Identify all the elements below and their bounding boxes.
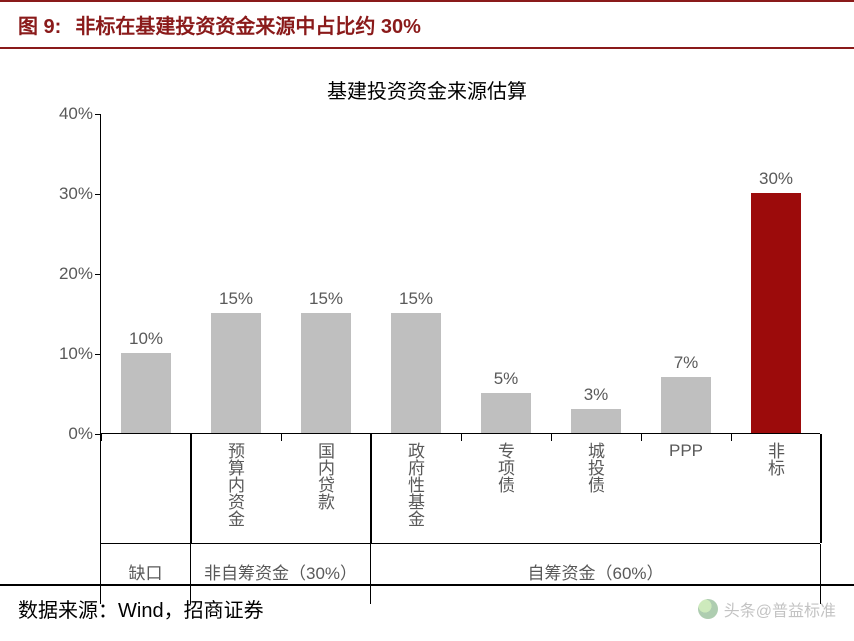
bar: 15% <box>211 313 261 433</box>
watermark-logo-icon <box>698 599 718 619</box>
bar: 15% <box>301 313 351 433</box>
bar-value-label: 15% <box>211 289 261 309</box>
x-category-label: 预算内资金 <box>226 442 243 527</box>
watermark: 头条@普益标准 <box>698 597 836 621</box>
group-separator <box>370 434 371 543</box>
chart: 0%10%20%30%40%10%15%15%15%5%3%7%30% 预算内资… <box>32 114 822 604</box>
y-tick-label: 40% <box>41 104 93 124</box>
x-category-label: 城投债 <box>586 442 603 493</box>
y-tick-label: 20% <box>41 264 93 284</box>
x-category-label: 政府性基金 <box>406 442 423 527</box>
figure-header: 图 9: 非标在基建投资资金来源中占比约 30% <box>0 0 854 49</box>
watermark-text: 头条@普益标准 <box>724 597 836 621</box>
figure-title: 非标在基建投资资金来源中占比约 30% <box>75 10 421 39</box>
x-tick-mark <box>461 434 462 441</box>
data-source: 数据来源：Wind，招商证券 <box>18 594 264 623</box>
bar-value-label: 15% <box>301 289 351 309</box>
bar: 5% <box>481 393 531 433</box>
bar-value-label: 30% <box>751 169 801 189</box>
bar: 15% <box>391 313 441 433</box>
y-tick-mark <box>95 354 101 355</box>
bar: 3% <box>571 409 621 433</box>
y-tick-mark <box>95 194 101 195</box>
x-tick-mark <box>101 434 102 441</box>
chart-title: 基建投资资金来源估算 <box>0 75 854 104</box>
bar-value-label: 15% <box>391 289 441 309</box>
bar: 30% <box>751 193 801 433</box>
group-separator <box>190 434 191 543</box>
bar-value-label: 3% <box>571 385 621 405</box>
x-tick-mark <box>281 434 282 441</box>
y-tick-mark <box>95 274 101 275</box>
bar: 10% <box>121 353 171 433</box>
x-category-label: PPP <box>668 442 704 459</box>
y-tick-label: 0% <box>41 424 93 444</box>
x-axis-labels: 预算内资金 国内贷款 政府性基金 专项债 城投债 PPP 非标 <box>100 434 820 544</box>
plot-area: 0%10%20%30%40%10%15%15%15%5%3%7%30% <box>100 114 820 434</box>
y-tick-label: 30% <box>41 184 93 204</box>
group-separator <box>820 434 821 543</box>
x-category-label: 专项债 <box>496 442 513 493</box>
figure-label: 图 9: <box>18 10 61 39</box>
x-category-label: 非标 <box>766 442 783 476</box>
figure-container: 图 9: 非标在基建投资资金来源中占比约 30% 基建投资资金来源估算 0% 10… <box>0 0 854 641</box>
y-tick-label: 10% <box>41 344 93 364</box>
y-tick-mark <box>95 114 101 115</box>
x-category-label: 国内贷款 <box>316 442 333 510</box>
figure-footer: 数据来源：Wind，招商证券 头条@普益标准 <box>0 584 854 623</box>
bar-value-label: 5% <box>481 369 531 389</box>
bar-value-label: 7% <box>661 353 711 373</box>
bar: 7% <box>661 377 711 433</box>
x-tick-mark <box>641 434 642 441</box>
bar-value-label: 10% <box>121 329 171 349</box>
x-tick-mark <box>551 434 552 441</box>
x-tick-mark <box>731 434 732 441</box>
